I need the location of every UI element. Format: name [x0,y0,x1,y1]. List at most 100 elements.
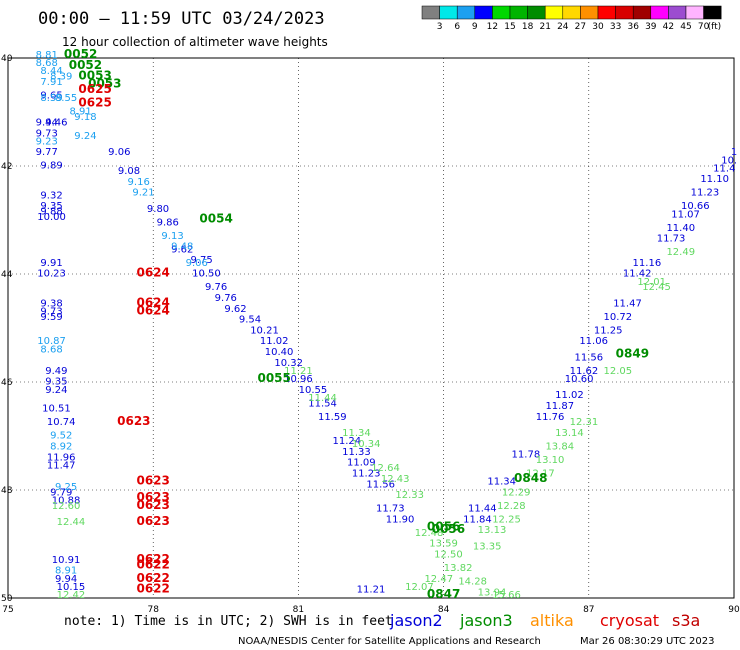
swh-point-jason3: 12.29 [502,487,531,498]
swh-point-jason2: 10.96 [284,374,313,385]
swh-point-jason2: 11.16 [633,258,662,269]
colorbar-swatch [668,5,687,20]
colorbar-swatch [632,5,652,20]
swh-point-jason2-light: 9.18 [74,112,96,123]
swh-point-jason3: 13.14 [555,428,584,439]
swh-point-jason3: 13.94 [478,587,507,598]
swh-point-jason2: 11.23 [352,469,381,480]
swh-point-jason2: 9.62 [171,244,193,255]
colorbar-label: 3 [437,22,443,32]
colorbar-swatch [615,5,634,20]
colorbar-label: 15 [504,22,515,32]
time-label: 0056 [427,520,460,534]
swh-point-jason2: 10. [721,155,737,166]
swh-point-jason2: 10.40 [265,347,294,358]
time-label: 0622 [136,582,169,596]
swh-point-jason2: 9.44 [36,118,58,129]
swh-point-jason2: 9.32 [40,190,62,201]
y-tick-label: 40 [1,54,13,64]
swh-point-jason2: 10.15 [57,582,86,593]
swh-point-jason2: 9.79 [50,487,72,498]
time-label: 0625 [78,96,111,110]
swh-point-jason2-light: 8.59 [40,93,62,104]
swh-point-jason3: 13.59 [429,539,458,550]
swh-point-jason2: 11.4 [713,163,735,174]
colorbar-swatch [562,5,581,20]
colorbar-swatch [421,5,440,20]
colorbar-swatch [685,5,704,20]
x-tick-label: 78 [147,605,159,615]
y-tick-label: 46 [1,378,13,388]
swh-point-jason3: 11.44 [308,393,337,404]
colorbar-label: 9 [472,22,478,32]
swh-point-jason2: 10.74 [47,417,76,428]
time-label: 0623 [136,498,169,512]
swh-point-jason3: 12.42 [57,590,86,601]
swh-point-jason2: 9.49 [45,366,67,377]
swh-point-jason2: 10.21 [250,325,279,336]
grid-lines [8,58,734,598]
time-label: 0849 [616,347,649,361]
swh-point-jason3: 12.43 [381,474,410,485]
credit-text: NOAA/NESDIS Center for Satellite Applica… [238,636,541,647]
swh-point-jason2: 9.62 [224,304,246,315]
colorbar-label: 45 [680,22,691,32]
satellite-legend-cryosat: cryosat [600,611,659,630]
time-label: 0625 [78,82,111,96]
color-scale-legend: 3 6 9 12 15 18 21 24 27 30 33 36 39 42 45 70(ft) [421,5,722,32]
swh-point-jason2: 11.09 [347,458,376,469]
swh-point-jason3: 14.28 [458,577,487,588]
satellite-legend-jason2: jason2 [389,611,443,630]
time-label: 0622 [136,571,169,585]
colorbar-swatch [597,5,616,20]
x-tick-label: 75 [2,605,13,615]
colorbar-swatch [509,5,528,20]
swh-point-jason2-light: 9.06 [186,258,208,269]
swh-point-jason2: 11.54 [308,398,337,409]
time-label: 0623 [136,490,169,504]
colorbar-label: 12 [487,22,498,32]
swh-point-jason3: 13.82 [444,563,473,574]
time-label: 0052 [69,58,102,72]
swh-point-jason3: 13.84 [545,442,574,453]
colorbar-swatch [474,5,493,20]
swh-point-jason2: 9.76 [215,293,237,304]
swh-point-jason3: 13.35 [473,541,502,552]
swh-point-jason2: 9.59 [40,312,62,323]
x-tick-label: 84 [438,605,450,615]
colorbar-unit: (ft) [708,22,722,32]
swh-point-jason2-light: 10.87 [37,336,66,347]
chart-subtitle: 12 hour collection of altimeter wave hei… [62,35,328,49]
swh-point-jason3: 12.07 [405,582,434,593]
colorbar-label: 27 [575,22,586,32]
swh-point-jason2: 9.89 [40,161,62,172]
swh-point-jason3: 12.05 [604,366,633,377]
swh-point-jason2: 11.62 [570,366,599,377]
swh-point-jason2: 11.24 [332,436,361,447]
swh-point-jason2: 9.94 [55,574,77,585]
swh-point-jason2-light: 8.92 [50,442,72,453]
swh-point-jason2: 10.55 [299,385,328,396]
swh-point-jason2: 10.32 [274,358,303,369]
swh-point-jason3: 12.33 [395,490,424,501]
swh-point-jason3: 13.10 [536,455,565,466]
swh-point-jason2: 9.73 [40,307,62,318]
swh-point-jason2-light: 9.25 [55,482,77,493]
swh-point-jason3: 12.28 [497,501,526,512]
swh-point-jason2-light: 7.91 [40,77,62,88]
swh-point-jason3: 10.34 [352,439,381,450]
time-label: 0055 [257,371,290,385]
time-label: 0848 [514,471,547,485]
swh-point-jason2: 11.56 [366,479,395,490]
swh-point-jason3: 11.21 [284,366,313,377]
swh-point-jason2: 11.90 [386,514,415,525]
satellite-legend-altika: altika [530,611,574,630]
colorbar-swatch [439,5,458,20]
swh-point-jason2: 9.65 [40,91,62,102]
swh-point-jason2: 9.35 [40,201,62,212]
swh-point-jason2: 11.02 [555,390,584,401]
swh-point-jason2: 9.54 [239,315,261,326]
colorbar-label: 36 [627,22,639,32]
colorbar-label: 33 [610,22,621,32]
time-label: 0623 [117,414,150,428]
